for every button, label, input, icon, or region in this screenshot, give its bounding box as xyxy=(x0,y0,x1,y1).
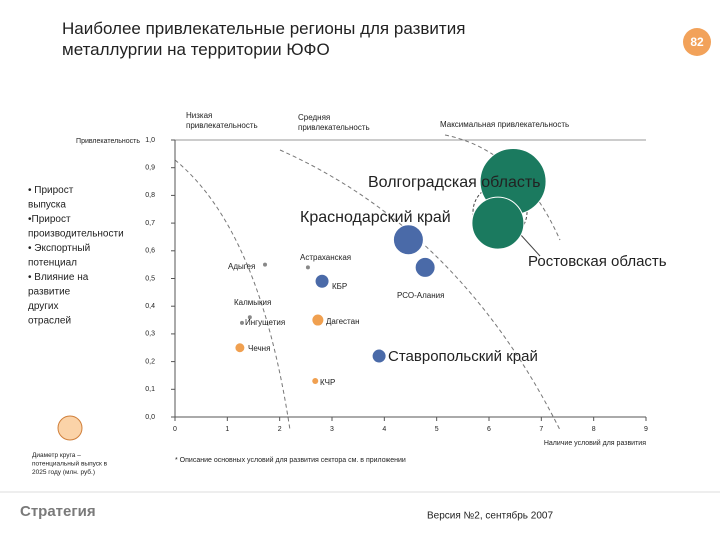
version: Версия №2, сентябрь 2007 xyxy=(427,510,553,522)
y-tick-label: 0,2 xyxy=(145,358,155,365)
y-tick-label: 1,0 xyxy=(145,137,155,144)
y-tick-label: 0,1 xyxy=(145,386,155,393)
point-label: КЧР xyxy=(320,378,335,387)
page-number: 82 xyxy=(690,35,704,49)
bubble xyxy=(414,256,436,278)
point-label: Чечня xyxy=(248,344,270,353)
point-label: Дагестан xyxy=(326,317,360,326)
y-tick-label: 0,8 xyxy=(145,192,155,199)
x-tick-label: 5 xyxy=(435,426,439,433)
bubble xyxy=(263,262,268,267)
legend-note: Диаметр круга – потенциальный выпуск в 202… xyxy=(32,452,108,476)
y-axis-label: Привлекательность xyxy=(76,138,140,145)
zone-boundary xyxy=(279,149,561,431)
page-badge xyxy=(683,28,711,56)
x-axis-label: Наличие условий для развития xyxy=(544,439,646,447)
bubble xyxy=(312,377,319,384)
x-tick-label: 0 xyxy=(173,426,177,433)
criteria: • Прирост выпуска •Прирост производительнос… xyxy=(28,185,124,327)
bubble xyxy=(311,313,325,327)
bubble xyxy=(247,315,252,320)
point-label: Ставропольский край xyxy=(388,348,538,365)
footer xyxy=(0,492,720,540)
x-tick-label: 4 xyxy=(382,426,386,433)
title: Наиболее привлекательные регионы для раз… xyxy=(62,19,465,59)
criterion: • Экспортный потенциал xyxy=(28,243,90,269)
leader-line xyxy=(519,233,541,257)
x-tick-label: 3 xyxy=(330,426,334,433)
y-tick-label: 0,7 xyxy=(145,220,155,227)
point-label: Ингушетия xyxy=(245,318,285,327)
x-tick-label: 2 xyxy=(278,426,282,433)
point-label: КБР xyxy=(332,282,347,291)
point-label: Адыгея xyxy=(228,262,255,271)
bubble xyxy=(371,348,387,364)
x-tick-label: 6 xyxy=(487,426,491,433)
bubble xyxy=(305,265,310,270)
zone-label: Средняя привлекательность xyxy=(298,113,370,132)
zone-label: Максимальная привлекательность xyxy=(440,120,569,129)
criterion: • Прирост выпуска xyxy=(28,185,74,211)
x-tick-label: 1 xyxy=(225,426,229,433)
point-label: Астраханская xyxy=(300,253,351,262)
point-label: РСО-Алания xyxy=(397,291,444,300)
y-tick-label: 0,9 xyxy=(145,165,155,172)
y-tick-label: 0,3 xyxy=(145,331,155,338)
bubble xyxy=(314,273,330,289)
zone-boundary xyxy=(444,134,561,241)
y-tick-label: 0,5 xyxy=(145,275,155,282)
y-tick-label: 0,0 xyxy=(145,414,155,421)
bubble xyxy=(234,342,246,354)
x-tick-label: 8 xyxy=(592,426,596,433)
chart: 0,0 0,1 0,2 0,3 0,4 0,5 0,6 0,7 0,8 0,9 1,0 0 1 2 3 4 5 6… xyxy=(76,111,667,447)
footnote: * Описание основных условий для развития… xyxy=(175,456,406,464)
logo: Стратегия xyxy=(20,503,96,520)
bubble xyxy=(239,320,244,325)
point-label: Краснодарский край xyxy=(300,209,451,226)
zone-boundary xyxy=(174,159,291,431)
point-label: Волгоградская область xyxy=(368,174,541,191)
x-tick-label: 7 xyxy=(539,426,543,433)
y-tick-label: 0,4 xyxy=(145,303,155,310)
point-label: Калмыкия xyxy=(234,298,271,307)
criterion: • Влияние на развитие других отраслей xyxy=(28,272,89,327)
criterion: •Прирост производительности xyxy=(28,214,124,240)
y-tick-label: 0,6 xyxy=(145,248,155,255)
legend-bubble xyxy=(57,415,83,441)
zone-label: Низкая привлекательность xyxy=(186,111,258,130)
point-label: Ростовская область xyxy=(528,253,667,270)
x-tick-label: 9 xyxy=(644,426,648,433)
bubble xyxy=(471,196,525,250)
bubble xyxy=(392,224,424,256)
